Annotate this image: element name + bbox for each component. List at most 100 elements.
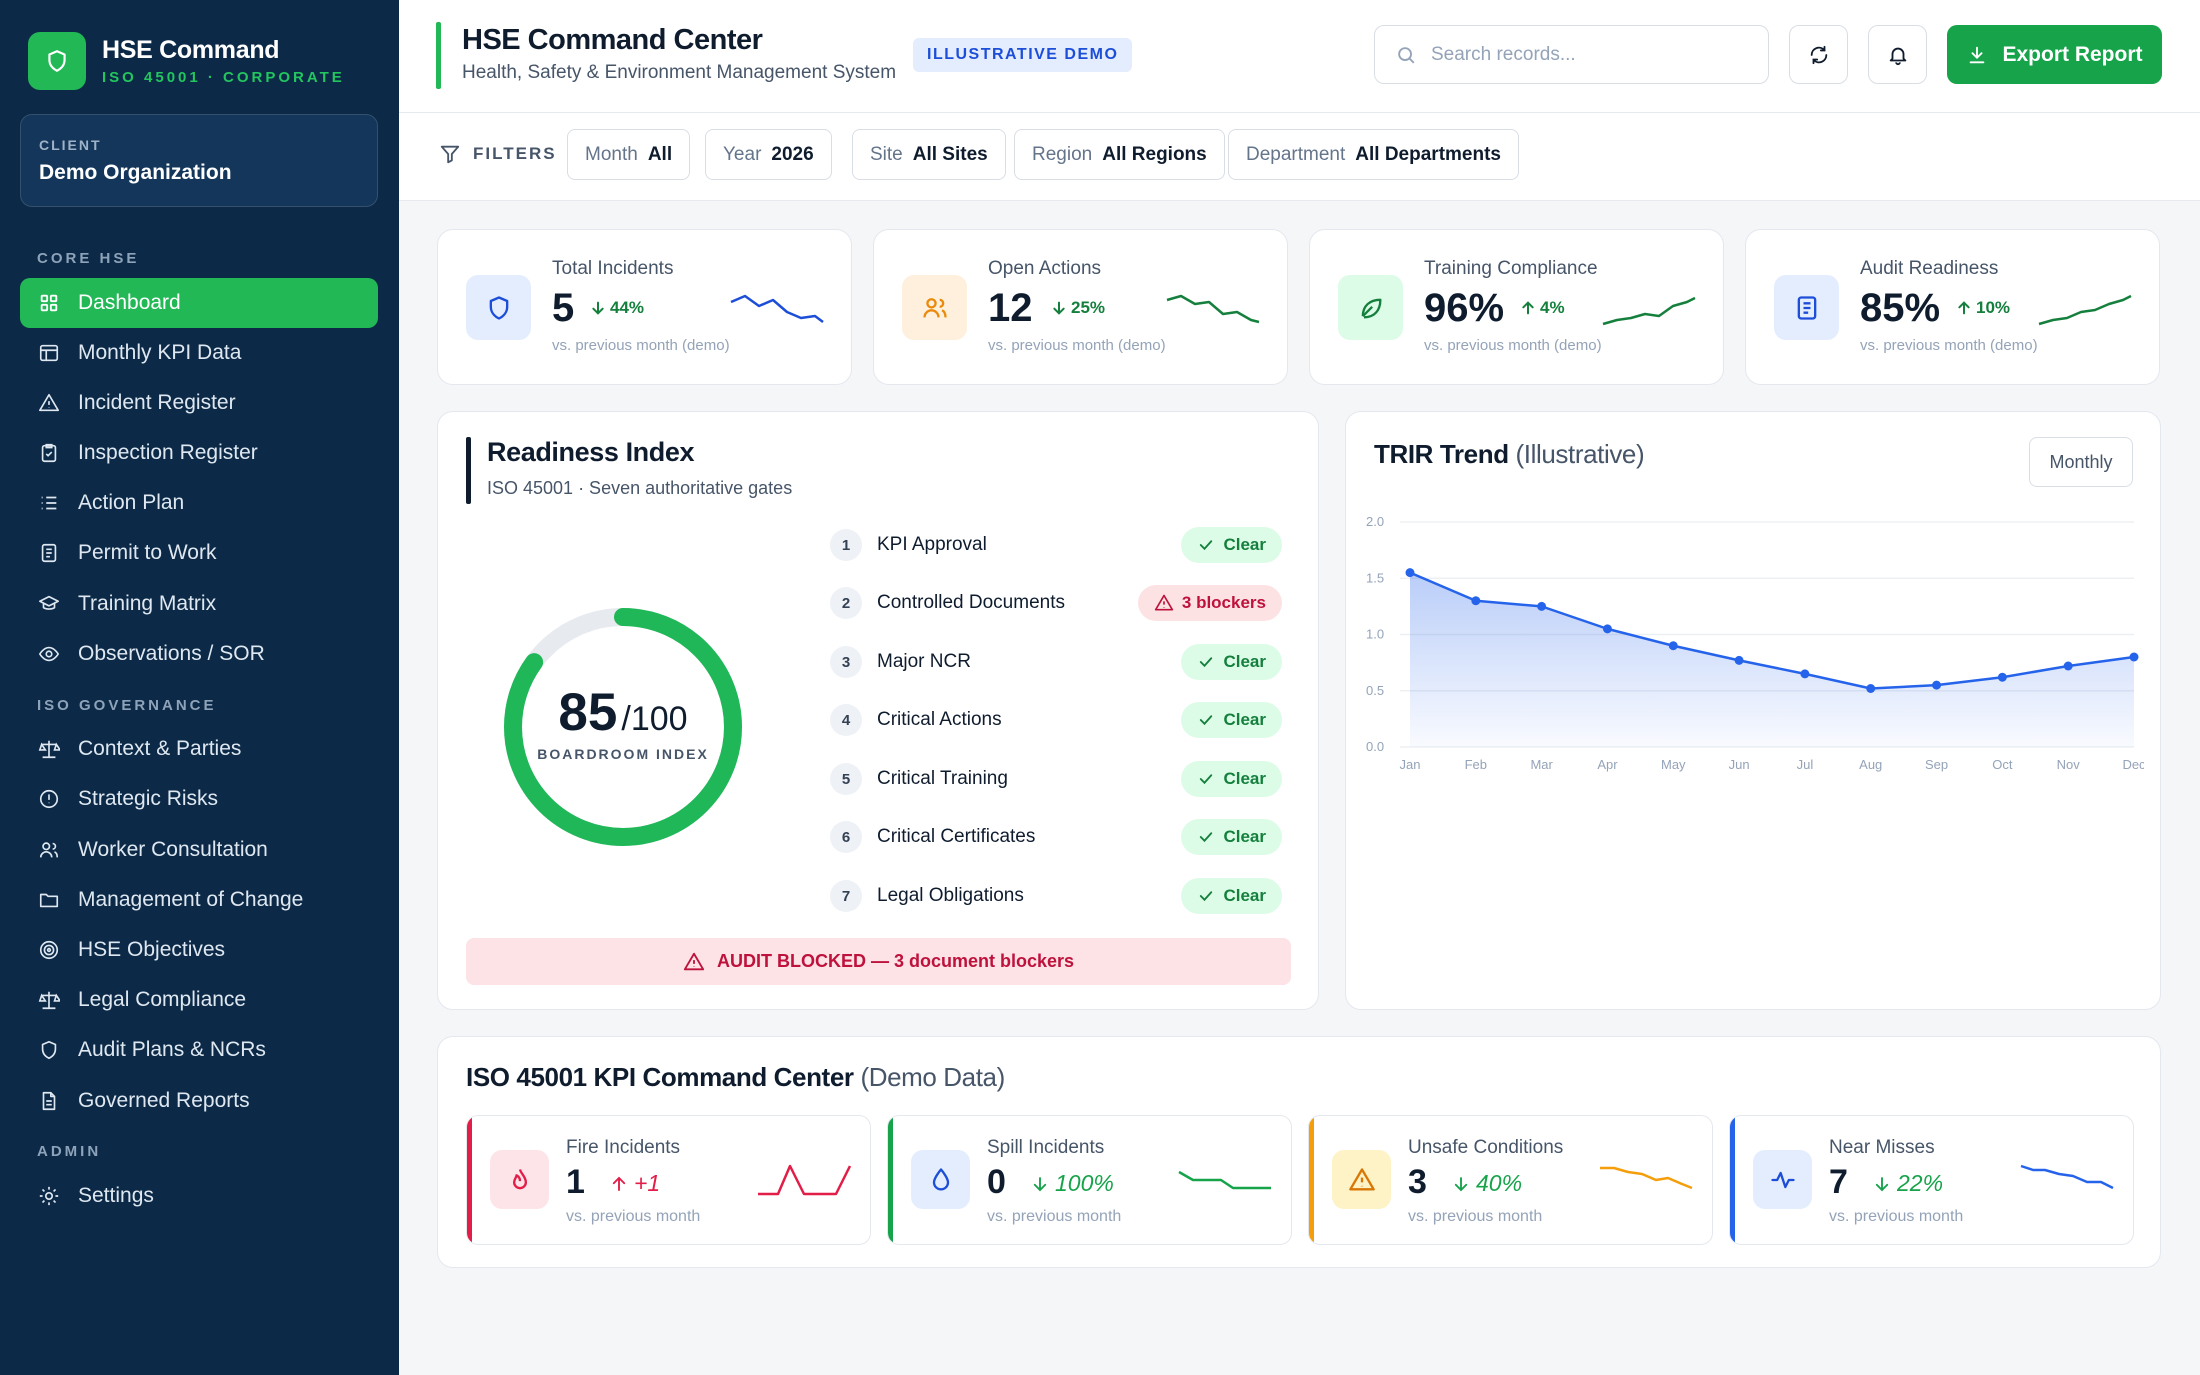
sidebar-item-training-matrix[interactable]: Training Matrix	[20, 579, 378, 629]
mini-sparkline	[1600, 1166, 1693, 1190]
kpi-command-center-title: ISO 45001 KPI Command Center (Demo Data)	[466, 1062, 1005, 1092]
nav-section-core-hse: CORE HSE	[37, 250, 140, 267]
sidebar-item-legal-compliance[interactable]: Legal Compliance	[20, 975, 378, 1025]
x-tick-label: May	[1661, 757, 1686, 772]
filter-region[interactable]: Region All Regions	[1014, 129, 1225, 180]
x-tick-label: Oct	[1992, 757, 2013, 772]
search-box[interactable]	[1374, 25, 1769, 84]
download-icon	[1970, 46, 1985, 63]
gate-controlled-documents[interactable]: 2 Controlled Documents 3 blockers	[830, 583, 1282, 623]
filter-key: Month	[585, 143, 638, 165]
filter-key: Site	[870, 143, 903, 165]
kpi-card-total-incidents[interactable]: Total Incidents 5 44% vs. previous month…	[437, 229, 852, 385]
gate-number: 6	[830, 821, 862, 853]
readiness-gauge	[504, 608, 742, 846]
document-icon	[41, 543, 57, 563]
gate-label: Critical Training	[877, 768, 1008, 789]
gate-critical-certificates[interactable]: 6 Critical Certificates Clear	[830, 817, 1282, 857]
gate-major-ncr[interactable]: 3 Major NCR Clear	[830, 642, 1282, 682]
sidebar-item-hse-objectives[interactable]: HSE Objectives	[20, 925, 378, 975]
mini-kpi-value: 7	[1829, 1163, 1848, 1201]
kpi-card-open-actions[interactable]: Open Actions 12 25% vs. previous month (…	[873, 229, 1288, 385]
warning-icon	[1154, 594, 1174, 611]
export-label: Export Report	[2002, 42, 2143, 66]
kpi-card-unsafe-conditions[interactable]: Unsafe Conditions 3 40% vs. previous mon…	[1308, 1115, 1713, 1245]
kpi-card-fire-incidents[interactable]: Fire Incidents 1 +1 vs. previous month	[466, 1115, 871, 1245]
graduation-cap-icon	[39, 595, 59, 610]
sidebar-item-settings[interactable]: Settings	[20, 1171, 378, 1221]
status-badge: Clear	[1181, 702, 1282, 738]
x-tick-label: Mar	[1530, 757, 1553, 772]
filter-value: All Sites	[912, 143, 988, 165]
readiness-caption: BOARDROOM INDEX	[537, 746, 709, 762]
file-text-icon	[42, 1091, 56, 1111]
gate-critical-training[interactable]: 5 Critical Training Clear	[830, 759, 1282, 799]
mini-kpi-delta: 100%	[1031, 1170, 1114, 1197]
target-icon	[39, 940, 59, 960]
sidebar-item-incident-register[interactable]: Incident Register	[20, 378, 378, 428]
x-tick-label: Jul	[1797, 757, 1814, 772]
page-title: HSE Command Center	[462, 24, 763, 56]
kpi-card-training-compliance[interactable]: Training Compliance 96% 4% vs. previous …	[1309, 229, 1724, 385]
sidebar-item-strategic-risks[interactable]: Strategic Risks	[20, 774, 378, 824]
sidebar-item-audit-plans-ncrs[interactable]: Audit Plans & NCRs	[20, 1025, 378, 1075]
mini-kpi-label: Spill Incidents	[987, 1137, 1105, 1158]
status-badge: Clear	[1181, 761, 1282, 797]
gate-legal-obligations[interactable]: 7 Legal Obligations Clear	[830, 876, 1282, 916]
gate-number: 5	[830, 763, 862, 795]
export-report-button[interactable]: Export Report	[1947, 25, 2162, 84]
sidebar-item-label: Incident Register	[78, 391, 236, 414]
filter-year[interactable]: Year 2026	[705, 129, 832, 180]
data-point	[1997, 672, 2007, 682]
mini-kpi-note: vs. previous month	[987, 1208, 1122, 1225]
sidebar-item-permit-to-work[interactable]: Permit to Work	[20, 528, 378, 578]
trir-area-fill	[1410, 572, 2134, 747]
y-tick-label: 1.5	[1366, 570, 1384, 585]
sidebar-item-label: Monthly KPI Data	[78, 341, 242, 364]
sidebar-item-action-plan[interactable]: Action Plan	[20, 478, 378, 528]
sidebar-item-label: Observations / SOR	[78, 642, 265, 665]
kpi-card-audit-readiness[interactable]: Audit Readiness 85% 10% vs. previous mon…	[1745, 229, 2160, 385]
readiness-index-card: Readiness Index ISO 45001 · Seven author…	[437, 411, 1319, 1010]
status-badge: Clear	[1181, 878, 1282, 914]
filter-month[interactable]: Month All	[567, 129, 691, 180]
kpi-card-near-misses[interactable]: Near Misses 7 22% vs. previous month	[1729, 1115, 2134, 1245]
kpi-delta: 44%	[590, 298, 644, 318]
trir-series-line	[1409, 571, 2135, 690]
client-label: CLIENT	[39, 137, 102, 153]
kpi-value: 5	[552, 286, 575, 330]
data-point	[1471, 596, 1481, 606]
notifications-button[interactable]	[1868, 25, 1927, 84]
sidebar-item-monthly-kpi-data[interactable]: Monthly KPI Data	[20, 328, 378, 378]
period-selector-button[interactable]: Monthly	[2029, 437, 2133, 487]
check-icon	[1200, 540, 1213, 551]
filter-site[interactable]: Site All Sites	[852, 129, 1006, 180]
mini-kpi-delta: +1	[610, 1170, 660, 1197]
audit-blocked-banner: AUDIT BLOCKED — 3 document blockers	[466, 938, 1291, 985]
client-selector[interactable]: CLIENT Demo Organization	[20, 114, 378, 207]
kpi-card-spill-incidents[interactable]: Spill Incidents 0 100% vs. previous mont…	[887, 1115, 1292, 1245]
gate-number: 3	[830, 646, 862, 678]
readiness-score: 85/100	[558, 683, 688, 742]
refresh-button[interactable]	[1789, 25, 1848, 84]
arrow-up-icon	[1958, 301, 1970, 315]
kpi-value: 12	[988, 286, 1033, 330]
sidebar-item-inspection-register[interactable]: Inspection Register	[20, 428, 378, 478]
mini-kpi-label: Unsafe Conditions	[1408, 1137, 1564, 1158]
brand[interactable]: HSE Command ISO 45001 · CORPORATE	[28, 32, 345, 90]
gate-critical-actions[interactable]: 4 Critical Actions Clear	[830, 700, 1282, 740]
sidebar-item-context-parties[interactable]: Context & Parties	[20, 724, 378, 774]
sidebar-item-management-of-change[interactable]: Management of Change	[20, 875, 378, 925]
status-badge: Clear	[1181, 644, 1282, 680]
filter-department[interactable]: Department All Departments	[1228, 129, 1519, 180]
sidebar-item-dashboard[interactable]: Dashboard	[20, 278, 378, 328]
arrow-down-icon	[1454, 1176, 1468, 1191]
status-badge: 3 blockers	[1137, 585, 1282, 621]
gate-kpi-approval[interactable]: 1 KPI Approval Clear	[830, 525, 1282, 565]
sidebar-item-label: Training Matrix	[78, 592, 217, 615]
sidebar-item-worker-consultation[interactable]: Worker Consultation	[20, 825, 378, 875]
sidebar-item-governed-reports[interactable]: Governed Reports	[20, 1076, 378, 1126]
sidebar-item-observations[interactable]: Observations / SOR	[20, 629, 378, 679]
kpi-delta: 25%	[1051, 298, 1105, 318]
search-input[interactable]	[1431, 43, 1751, 66]
